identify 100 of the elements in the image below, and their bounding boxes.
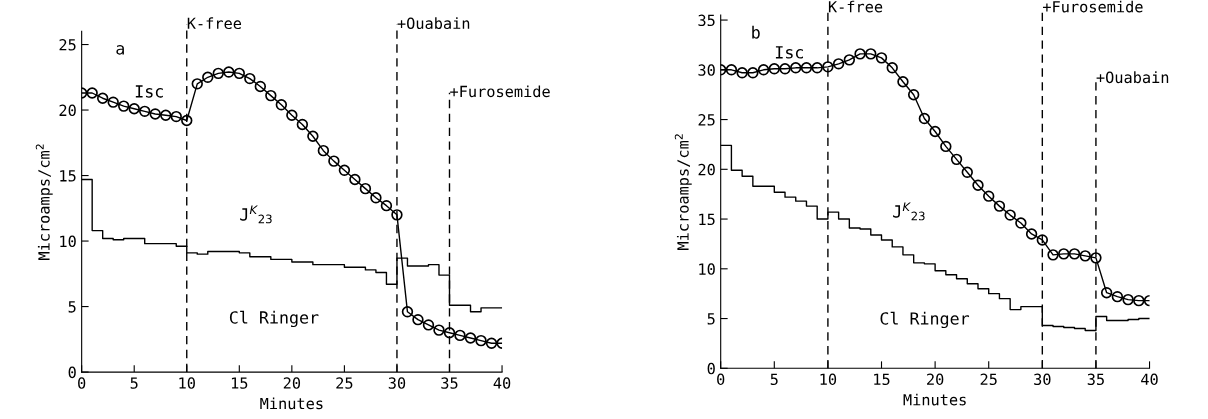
point [160, 109, 172, 121]
x-tick-label: 20 [927, 373, 944, 386]
point [181, 114, 193, 127]
point [875, 52, 888, 64]
point [328, 155, 340, 167]
y-axis-title: Microamps/cm$^{2}$ [35, 144, 53, 260]
point [993, 200, 1006, 212]
point [128, 103, 140, 115]
point [1036, 234, 1049, 246]
point [202, 71, 214, 83]
point [1004, 209, 1016, 221]
ref-line-label: +Ouabain [397, 17, 470, 30]
y-tick-label: 20 [59, 104, 76, 117]
ref-line-label: K-free [828, 0, 883, 13]
point [191, 78, 203, 90]
point [485, 337, 498, 349]
point [1068, 248, 1081, 260]
point [359, 182, 372, 195]
series-label: J$^{K}$$_{23}$ [893, 202, 925, 221]
y-tick-label: 25 [59, 39, 76, 51]
point [1047, 249, 1059, 261]
point [401, 306, 414, 318]
x-tick-label: 0 [78, 377, 86, 389]
point [254, 80, 267, 93]
point [244, 72, 256, 85]
point [380, 199, 393, 212]
point [1100, 286, 1113, 299]
point [1025, 228, 1038, 240]
point [897, 76, 909, 88]
y-tick-label: 20 [698, 163, 715, 176]
point [918, 112, 931, 125]
x-tick-label: 15 [874, 373, 890, 386]
point [86, 87, 98, 99]
point [725, 64, 738, 76]
point [768, 63, 780, 75]
point [757, 64, 770, 76]
y-tick-label: 30 [698, 64, 715, 76]
point [296, 118, 309, 131]
point [832, 58, 845, 70]
point [454, 329, 466, 342]
annotation: a [116, 45, 124, 55]
x-tick-label: 25 [336, 377, 353, 389]
point [96, 92, 109, 104]
point [223, 66, 235, 78]
point [1015, 217, 1027, 229]
point [1079, 250, 1091, 262]
annotation: b [752, 25, 760, 39]
x-tick-label: 20 [283, 377, 301, 389]
point [139, 105, 151, 118]
point [212, 67, 224, 80]
point [843, 54, 856, 66]
point [822, 61, 834, 73]
point [118, 100, 130, 112]
point [983, 190, 995, 202]
point [475, 334, 487, 347]
point [443, 327, 456, 339]
ref-line-label: K-free [187, 17, 242, 30]
point [779, 63, 791, 75]
x-tick-label: 35 [1087, 373, 1104, 386]
point [307, 130, 319, 142]
point [464, 332, 477, 344]
point [1090, 252, 1102, 264]
x-tick-label: 30 [388, 377, 406, 389]
y-tick-label: 5 [68, 301, 76, 313]
point [412, 313, 424, 326]
point [433, 324, 445, 336]
point [338, 164, 351, 177]
point [265, 89, 277, 102]
point [1111, 290, 1124, 303]
y-tick-label: 10 [699, 263, 715, 275]
series-label: J$^{K}$$_{23}$ [240, 205, 272, 224]
point [107, 96, 119, 108]
x-tick-label: 10 [179, 377, 195, 389]
point [865, 48, 877, 60]
point [1058, 248, 1070, 260]
point [1133, 294, 1145, 307]
point [961, 166, 973, 178]
x-axis-title: Minutes [903, 393, 966, 406]
annotation: Cl Ringer [229, 310, 319, 328]
y-tick-label: 35 [698, 14, 715, 27]
y-tick-label: 0 [707, 362, 715, 375]
x-tick-label: 10 [820, 373, 837, 386]
x-tick-label: 0 [717, 373, 725, 386]
x-tick-label: 40 [493, 377, 511, 389]
point [286, 109, 298, 121]
point [929, 125, 941, 138]
point [370, 192, 382, 204]
point [907, 88, 920, 101]
point [747, 67, 759, 79]
x-tick-label: 40 [1141, 373, 1158, 386]
ref-line-label: +Furosemide [1042, 0, 1143, 13]
y-tick-label: 15 [699, 213, 715, 226]
y-tick-label: 10 [60, 235, 76, 248]
point [940, 140, 952, 153]
point [736, 67, 748, 79]
point [1122, 293, 1134, 306]
point [233, 67, 246, 80]
point [854, 48, 866, 60]
x-tick-label: 5 [130, 377, 138, 389]
y-axis-title: Microamps/cm$^{2}$ [674, 134, 692, 250]
